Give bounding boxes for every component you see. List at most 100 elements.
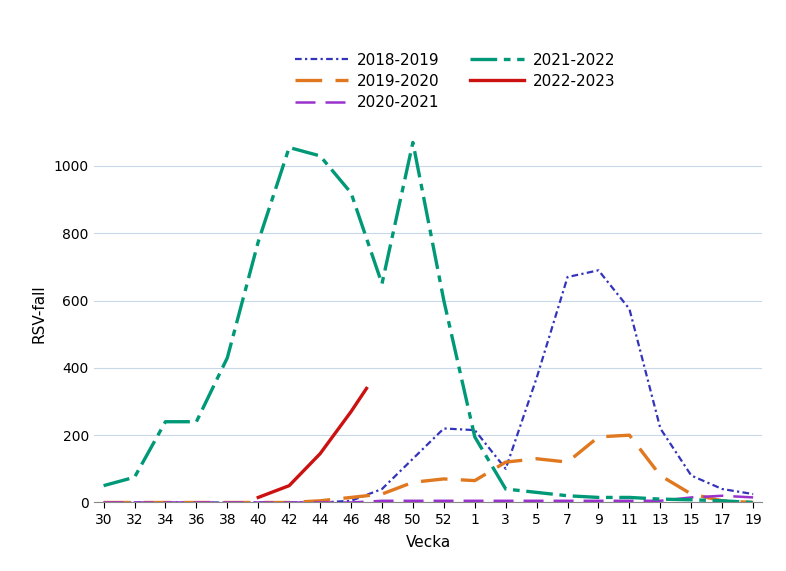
2021-2022 <box>130 474 139 481</box>
2019-2020 <box>748 499 758 506</box>
2020-2021 <box>254 499 263 506</box>
2020-2021 <box>532 497 542 504</box>
2020-2021 <box>130 499 139 506</box>
2022-2023 <box>315 451 325 457</box>
2020-2021 <box>285 499 294 506</box>
2021-2022 <box>161 419 171 425</box>
2019-2020 <box>439 476 449 482</box>
2021-2022 <box>656 496 665 502</box>
2020-2021 <box>377 497 387 504</box>
2020-2021 <box>408 497 417 504</box>
2018-2019 <box>439 425 449 432</box>
2019-2020 <box>532 455 542 462</box>
2018-2019 <box>748 490 758 497</box>
2019-2020 <box>130 499 139 506</box>
2021-2022 <box>222 355 232 361</box>
2021-2022 <box>470 433 479 440</box>
2021-2022 <box>718 497 727 504</box>
2019-2020 <box>99 499 108 506</box>
2021-2022 <box>748 499 758 506</box>
2018-2019 <box>192 499 201 506</box>
2021-2022 <box>99 482 108 489</box>
2020-2021 <box>625 497 634 504</box>
2018-2019 <box>563 274 572 280</box>
2018-2019 <box>222 499 232 506</box>
2019-2020 <box>501 459 510 465</box>
2019-2020 <box>254 499 263 506</box>
2018-2019 <box>285 499 294 506</box>
2019-2020 <box>315 497 325 504</box>
2018-2019 <box>656 425 665 432</box>
2018-2019 <box>718 485 727 492</box>
Line: 2020-2021: 2020-2021 <box>104 496 753 502</box>
2020-2021 <box>656 497 665 504</box>
2021-2022 <box>285 144 294 151</box>
2018-2019 <box>501 465 510 472</box>
2018-2019 <box>593 267 603 274</box>
2020-2021 <box>99 499 108 506</box>
2018-2019 <box>408 455 417 462</box>
2018-2019 <box>470 427 479 433</box>
2020-2021 <box>315 499 325 506</box>
2018-2019 <box>254 499 263 506</box>
2020-2021 <box>718 492 727 499</box>
2020-2021 <box>593 497 603 504</box>
2020-2021 <box>501 497 510 504</box>
Line: 2018-2019: 2018-2019 <box>104 270 753 502</box>
2019-2020 <box>625 432 634 439</box>
2022-2023 <box>347 408 356 415</box>
2022-2023 <box>285 482 294 489</box>
2020-2021 <box>347 499 356 506</box>
2019-2020 <box>192 499 201 506</box>
2021-2022 <box>501 485 510 492</box>
2019-2020 <box>222 499 232 506</box>
2021-2022 <box>347 190 356 196</box>
2022-2023 <box>362 385 371 392</box>
2021-2022 <box>686 496 696 503</box>
2021-2022 <box>377 280 387 287</box>
Y-axis label: RSV-fall: RSV-fall <box>31 285 46 343</box>
2018-2019 <box>315 499 325 506</box>
2020-2021 <box>563 497 572 504</box>
Line: 2022-2023: 2022-2023 <box>259 388 366 497</box>
2018-2019 <box>686 472 696 479</box>
2018-2019 <box>625 305 634 312</box>
2019-2020 <box>377 490 387 497</box>
2019-2020 <box>563 459 572 465</box>
Legend: 2018-2019, 2019-2020, 2020-2021, 2021-2022, 2022-2023: 2018-2019, 2019-2020, 2020-2021, 2021-20… <box>288 47 622 116</box>
2019-2020 <box>347 494 356 501</box>
2019-2020 <box>470 477 479 484</box>
2018-2019 <box>377 485 387 492</box>
2020-2021 <box>748 494 758 501</box>
2020-2021 <box>686 494 696 501</box>
2020-2021 <box>470 497 479 504</box>
2019-2020 <box>285 499 294 506</box>
X-axis label: Vecka: Vecka <box>406 535 451 550</box>
2019-2020 <box>718 497 727 504</box>
2018-2019 <box>347 497 356 504</box>
2021-2022 <box>408 139 417 146</box>
Line: 2021-2022: 2021-2022 <box>104 142 753 502</box>
2018-2019 <box>532 375 542 381</box>
2021-2022 <box>625 494 634 501</box>
2021-2022 <box>439 297 449 304</box>
2018-2019 <box>99 499 108 506</box>
2019-2020 <box>408 479 417 486</box>
2019-2020 <box>593 433 603 440</box>
2020-2021 <box>439 497 449 504</box>
2019-2020 <box>686 490 696 497</box>
2021-2022 <box>254 238 263 245</box>
2021-2022 <box>192 419 201 425</box>
2019-2020 <box>656 472 665 479</box>
2020-2021 <box>222 499 232 506</box>
2020-2021 <box>161 499 171 506</box>
2021-2022 <box>532 489 542 496</box>
2021-2022 <box>593 494 603 501</box>
2018-2019 <box>130 499 139 506</box>
Line: 2019-2020: 2019-2020 <box>104 435 753 502</box>
2021-2022 <box>563 492 572 499</box>
2019-2020 <box>161 499 171 506</box>
2020-2021 <box>192 499 201 506</box>
2018-2019 <box>161 499 171 506</box>
2022-2023 <box>254 494 263 501</box>
